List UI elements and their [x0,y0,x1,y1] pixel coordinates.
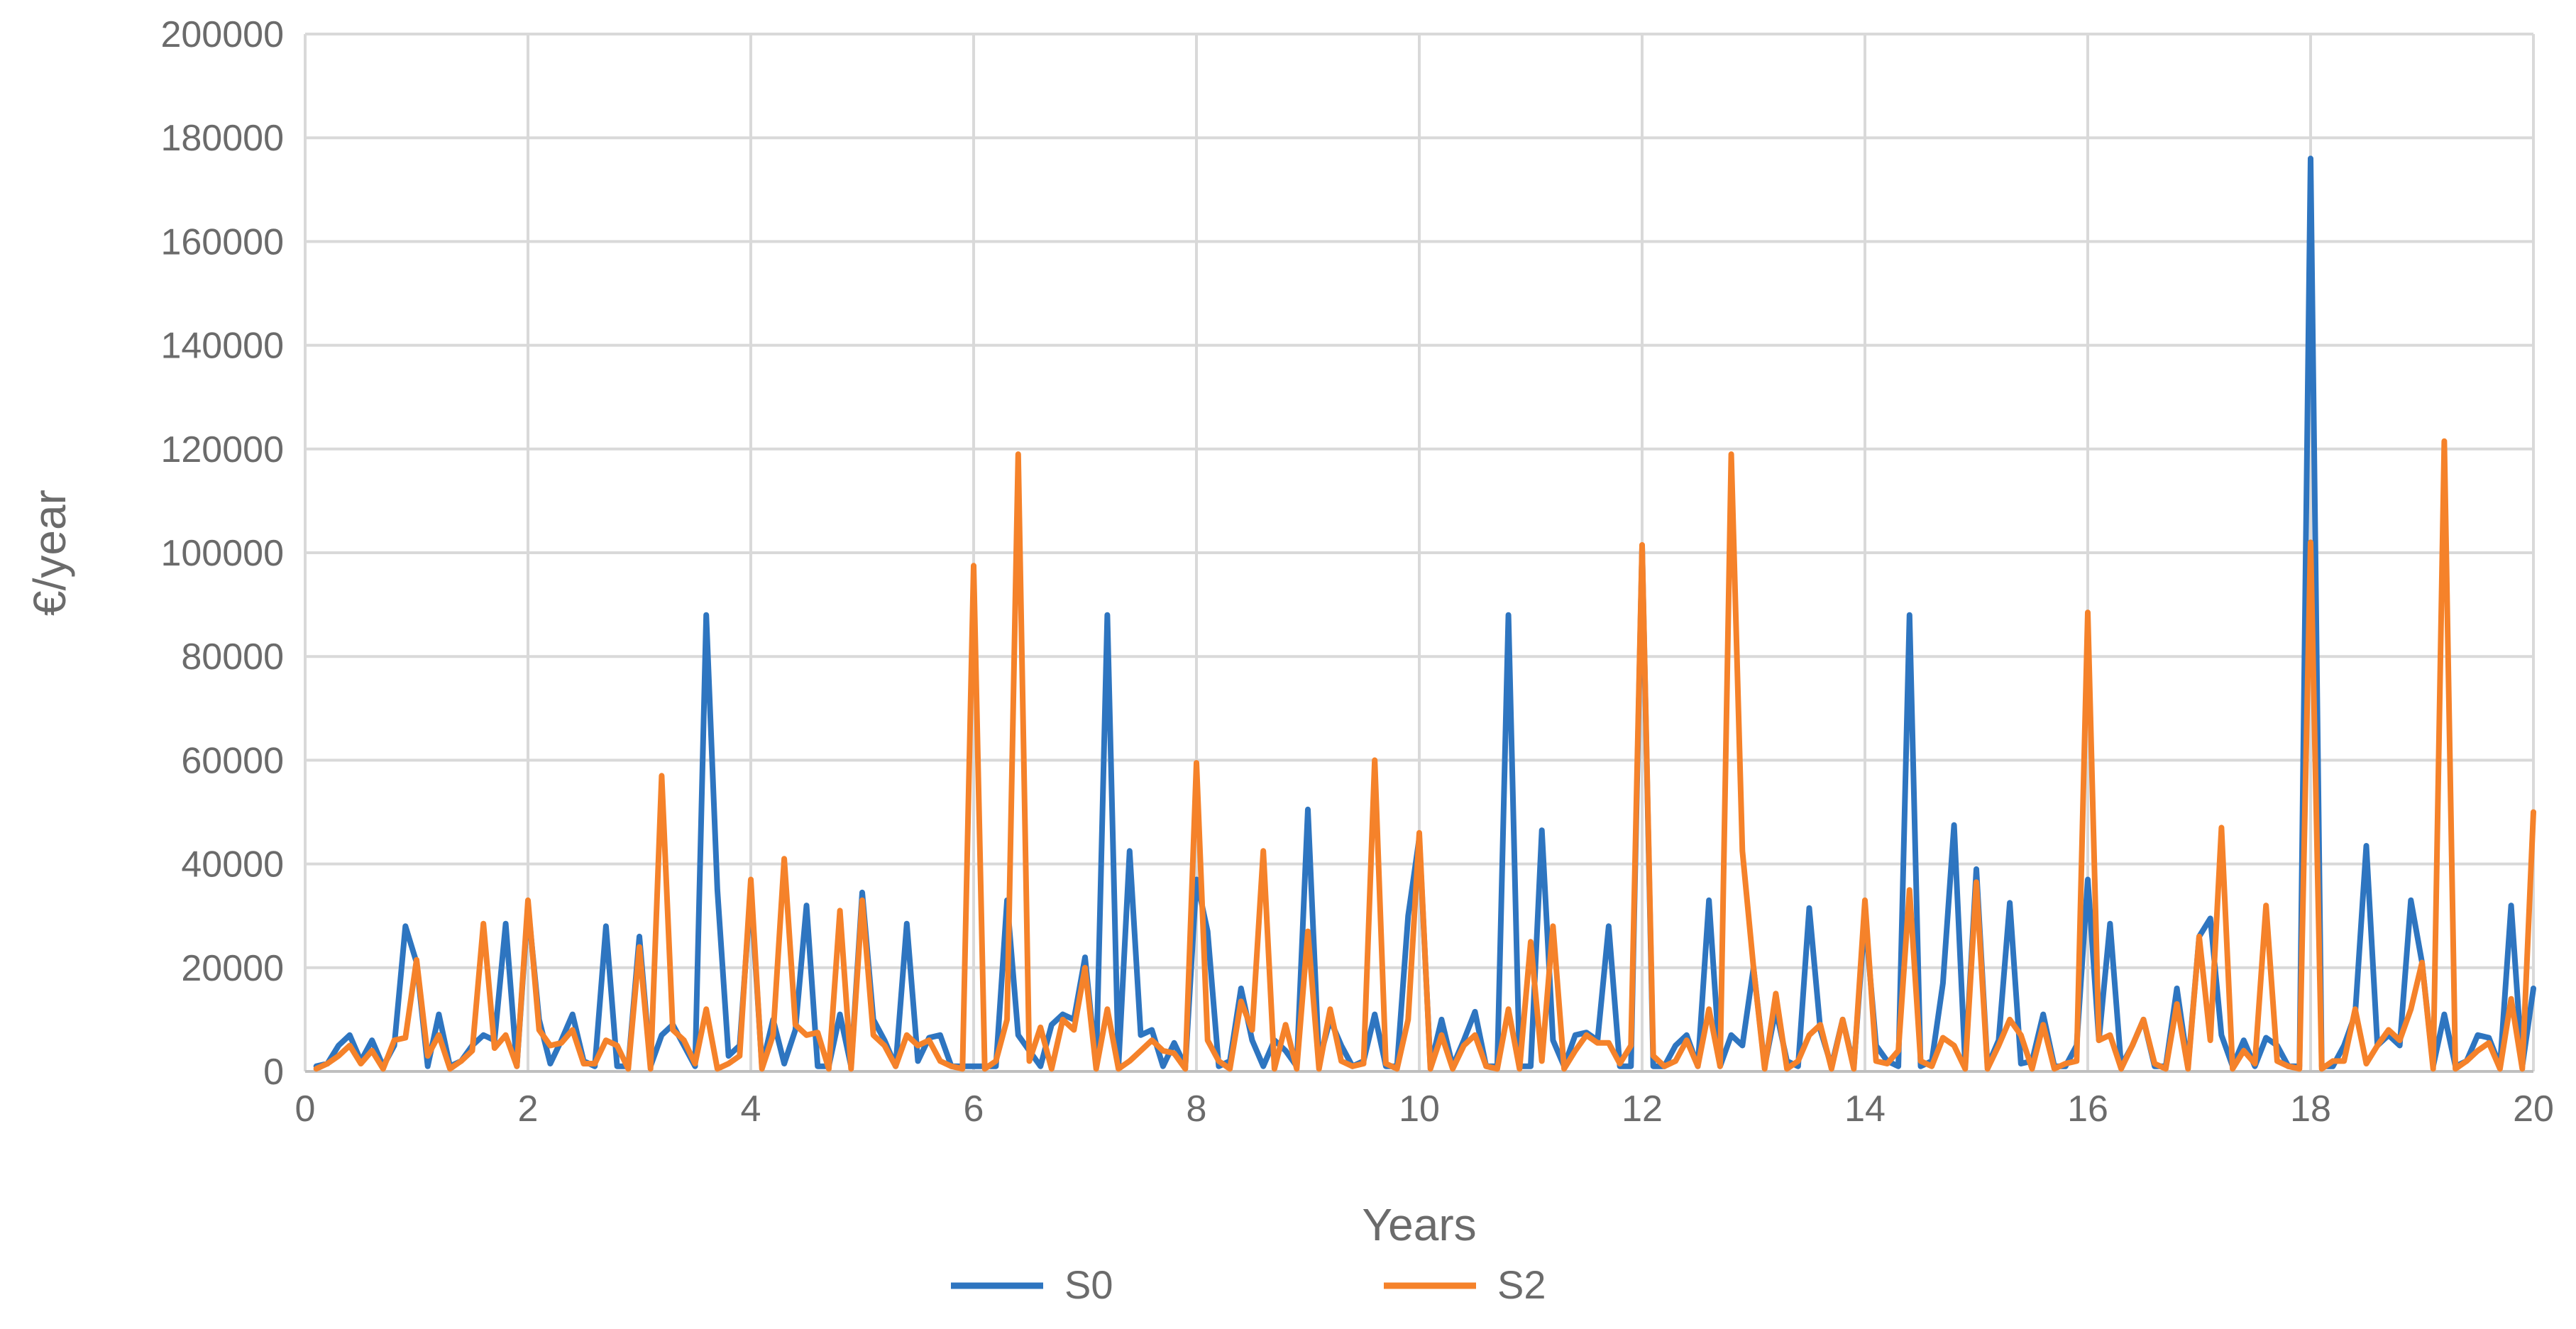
gridlines [304,33,2535,1071]
y-tick-label: 140000 [160,326,284,367]
series-lines [313,155,2536,1072]
x-tick-label: 2 [518,1088,539,1130]
y-tick-label: 60000 [181,740,284,781]
y-tick-label: 0 [263,1052,284,1093]
x-axis-title: Years [1362,1199,1476,1250]
y-tick-label: 40000 [181,844,284,886]
y-tick-label: 160000 [160,221,284,263]
legend-item-s0: S0 [951,1262,1113,1307]
x-tick-label: 8 [1187,1088,1207,1130]
x-tick-label: 12 [1622,1088,1663,1130]
y-tick-label: 100000 [160,533,284,574]
y-tick-label: 20000 [181,948,284,989]
x-tick-label: 16 [2067,1088,2108,1130]
legend-label: S0 [1064,1262,1113,1307]
x-tick-label: 0 [295,1088,316,1130]
y-axis-title: €/year [24,490,75,616]
x-tick-label: 18 [2290,1088,2331,1130]
legend: S0 S2 [951,1262,1546,1307]
series-line-s2 [313,438,2536,1072]
x-tick-label: 10 [1399,1088,1440,1130]
legend-item-s2: S2 [1384,1262,1546,1307]
x-tick-label: 6 [964,1088,984,1130]
tick-labels: 0 20000 40000 60000 80000 100000 120000 140000 1… [160,14,2553,1130]
y-tick-label: 180000 [160,118,284,159]
y-tick-label: 120000 [160,429,284,470]
x-tick-label: 20 [2513,1088,2554,1130]
legend-label: S2 [1497,1262,1546,1307]
y-tick-label: 80000 [181,636,284,678]
x-tick-label: 14 [1844,1088,1886,1130]
x-tick-label: 4 [741,1088,761,1130]
y-tick-label: 200000 [160,14,284,55]
